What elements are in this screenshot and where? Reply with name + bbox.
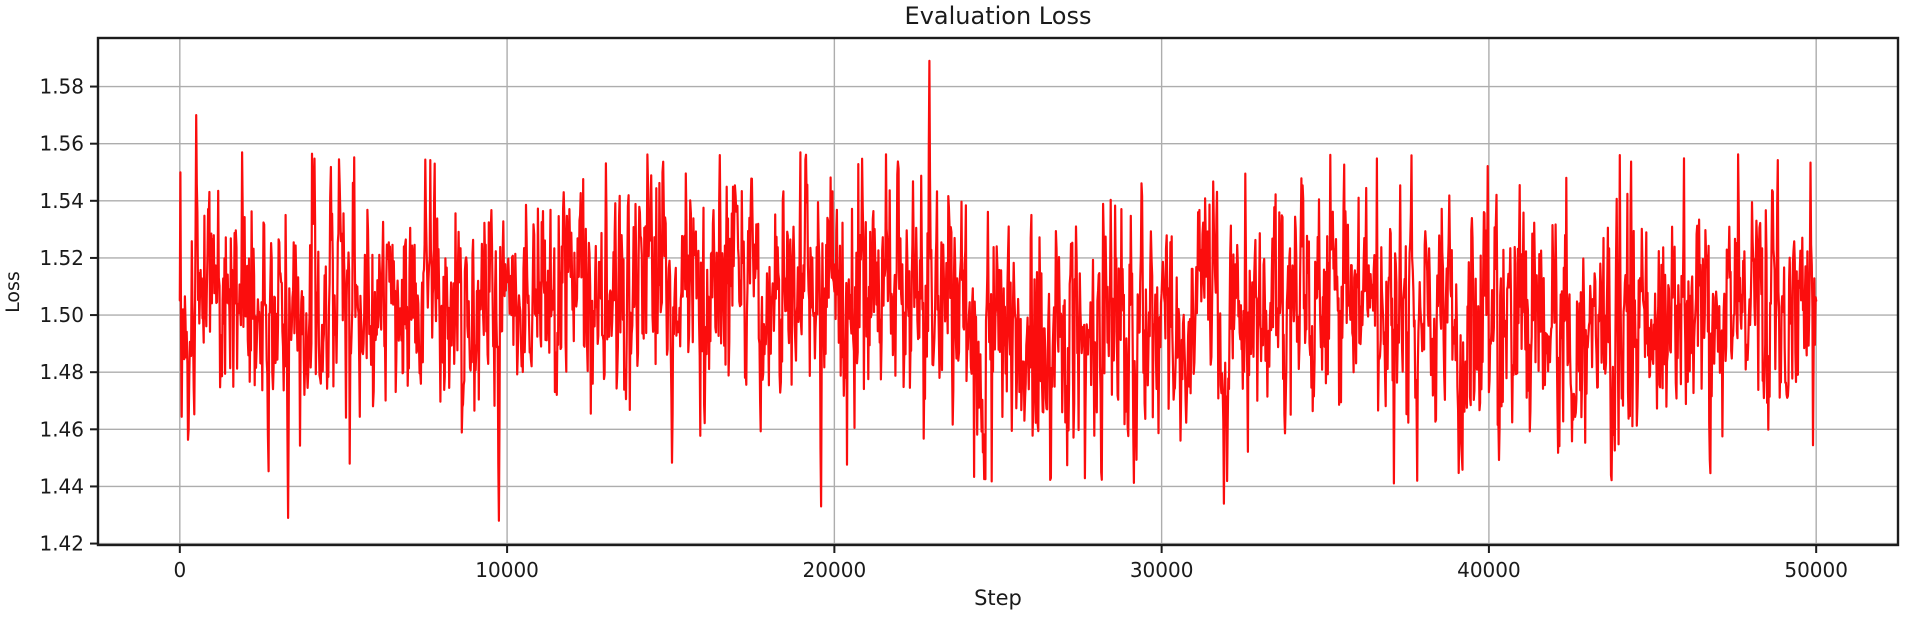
- chart-title: Evaluation Loss: [904, 2, 1092, 30]
- y-tick-label: 1.54: [39, 189, 84, 213]
- loss-line-series: [178, 59, 1818, 522]
- axes-spines: [96, 36, 1900, 547]
- x-tick-label: 50000: [1784, 558, 1848, 582]
- y-tick-label: 1.44: [39, 474, 84, 498]
- y-tick-label: 1.50: [39, 303, 84, 327]
- y-tick-label: 1.48: [39, 360, 84, 384]
- y-tick-label: 1.46: [39, 417, 84, 441]
- x-tick-label: 30000: [1130, 558, 1194, 582]
- x-axis-label: Step: [974, 586, 1022, 610]
- x-tick-label: 40000: [1457, 558, 1521, 582]
- y-tick-label: 1.56: [39, 132, 84, 156]
- y-tick-label: 1.52: [39, 246, 84, 270]
- x-tick-label: 20000: [803, 558, 867, 582]
- y-tick-label: 1.58: [39, 75, 84, 99]
- x-tick-label: 0: [173, 558, 186, 582]
- x-tick-label: 10000: [475, 558, 539, 582]
- y-tick-label: 1.42: [39, 532, 84, 556]
